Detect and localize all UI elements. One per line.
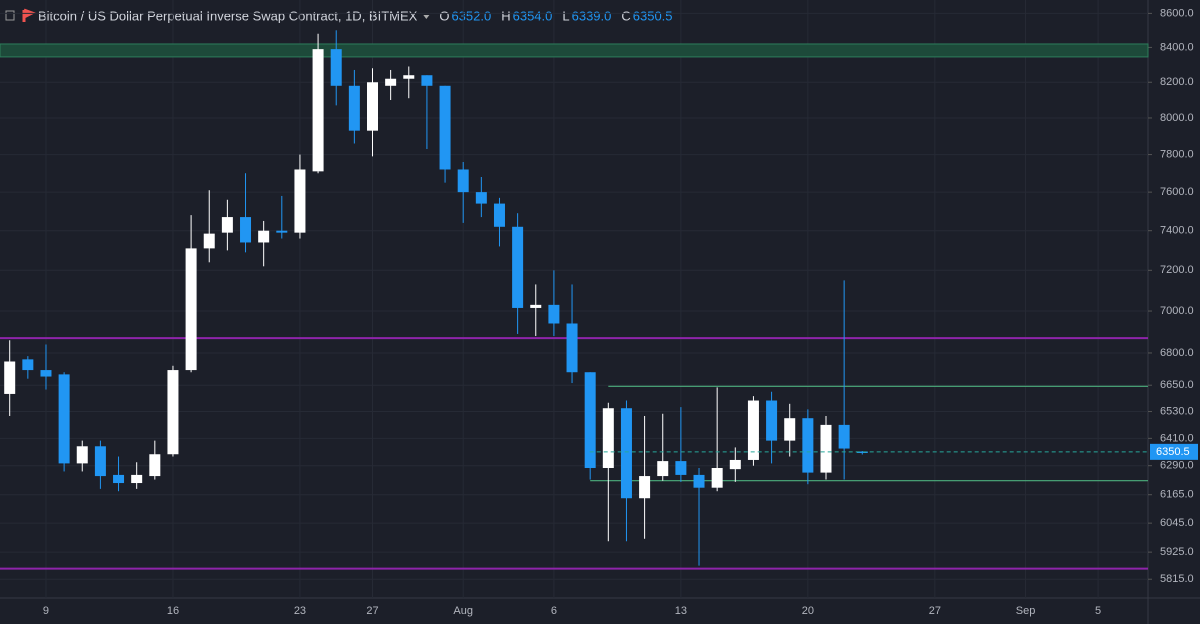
candle-body xyxy=(167,370,179,455)
candle-body xyxy=(566,323,578,373)
candle-body xyxy=(330,49,342,86)
candle-body xyxy=(639,476,651,499)
y-tick-label: 6410.0 xyxy=(1160,432,1194,444)
legend-value: 6352.0 xyxy=(451,8,491,23)
candle-body xyxy=(367,82,378,131)
x-tick-label: 27 xyxy=(366,605,378,617)
candle-body xyxy=(457,169,469,193)
x-tick-label: Aug xyxy=(453,605,473,617)
y-tick-label: 5815.0 xyxy=(1160,573,1194,585)
x-tick-label: 23 xyxy=(294,605,306,617)
candle-body xyxy=(802,418,814,473)
x-tick-label: 6 xyxy=(551,605,557,617)
candle-body xyxy=(276,230,288,233)
candle-body xyxy=(385,78,397,86)
candle-body xyxy=(294,169,306,233)
x-tick-label: 13 xyxy=(675,605,687,617)
candle-body xyxy=(693,474,705,488)
candle-body xyxy=(838,424,850,449)
y-tick-label: 6650.0 xyxy=(1160,379,1194,391)
x-tick-label: Sep xyxy=(1016,605,1036,617)
candle-body xyxy=(856,451,868,454)
candle-body xyxy=(657,461,669,477)
candle-body xyxy=(439,85,451,170)
y-tick-label: 8200.0 xyxy=(1160,76,1194,88)
y-tick-label: 6530.0 xyxy=(1160,405,1194,417)
legend-value: 6350.5 xyxy=(633,8,673,23)
candle-body xyxy=(221,217,233,233)
x-tick-label: 9 xyxy=(43,605,49,617)
candle-body xyxy=(58,374,70,464)
legend-key: C xyxy=(621,8,630,23)
candle-body xyxy=(312,49,324,172)
x-tick-label: 27 xyxy=(929,605,941,617)
candle-body xyxy=(784,418,796,441)
candle-body xyxy=(530,304,542,308)
y-tick-label: 6045.0 xyxy=(1160,517,1194,529)
candle-body xyxy=(747,400,759,460)
y-tick-label: 6800.0 xyxy=(1160,347,1194,359)
y-tick-label: 7200.0 xyxy=(1160,264,1194,276)
candle-body xyxy=(512,226,524,308)
candle-body xyxy=(149,454,161,477)
candle-body xyxy=(94,446,106,477)
zone xyxy=(0,43,1149,58)
last-price-label: 6350.5 xyxy=(1156,446,1190,458)
y-tick-label: 6290.0 xyxy=(1160,460,1194,472)
candle-body xyxy=(493,203,505,227)
candle-body xyxy=(548,304,560,324)
candle-body xyxy=(403,75,415,79)
y-tick-label: 7600.0 xyxy=(1160,186,1194,198)
candle-body xyxy=(766,400,778,441)
candle-body xyxy=(203,233,215,249)
chart-title[interactable]: Bitcoin / US Dollar Perpetual Inverse Sw… xyxy=(38,8,418,23)
candle-body xyxy=(620,408,632,499)
candle-body xyxy=(675,461,687,475)
y-tick-label: 8400.0 xyxy=(1160,41,1194,53)
y-tick-label: 8600.0 xyxy=(1160,7,1194,19)
candle-body xyxy=(131,474,143,484)
candle-body xyxy=(113,474,125,484)
candle-body xyxy=(421,75,433,86)
legend-key: H xyxy=(501,8,510,23)
y-tick-label: 6165.0 xyxy=(1160,489,1194,501)
legend-key: L xyxy=(562,8,569,23)
candle-body xyxy=(348,85,360,131)
x-tick-label: 20 xyxy=(802,605,814,617)
dropdown-caret[interactable] xyxy=(423,15,430,19)
candle-body xyxy=(711,467,723,488)
legend-key: O xyxy=(439,8,449,23)
candle-body xyxy=(475,192,487,204)
candle-body xyxy=(185,248,197,371)
candle-body xyxy=(729,459,741,470)
y-tick-label: 7400.0 xyxy=(1160,225,1194,237)
menu-icon[interactable] xyxy=(5,10,15,21)
y-tick-label: 7800.0 xyxy=(1160,148,1194,160)
last-price-box xyxy=(1150,443,1198,460)
candle-body xyxy=(22,359,34,371)
y-tick-label: 8000.0 xyxy=(1160,112,1194,124)
candle-body xyxy=(258,230,270,243)
candle-body xyxy=(40,370,52,377)
candle-body xyxy=(240,217,252,243)
candle-body xyxy=(4,361,16,394)
candle-body xyxy=(820,424,832,473)
y-tick-label: 7000.0 xyxy=(1160,305,1194,317)
candle-body xyxy=(76,446,88,464)
x-tick-label: 5 xyxy=(1095,605,1101,617)
y-tick-label: 5925.0 xyxy=(1160,546,1194,558)
x-tick-label: 16 xyxy=(167,605,179,617)
candle-body xyxy=(584,372,596,468)
legend-value: 6354.0 xyxy=(513,8,553,23)
legend-value: 6339.0 xyxy=(572,8,612,23)
candle-body xyxy=(602,408,614,468)
